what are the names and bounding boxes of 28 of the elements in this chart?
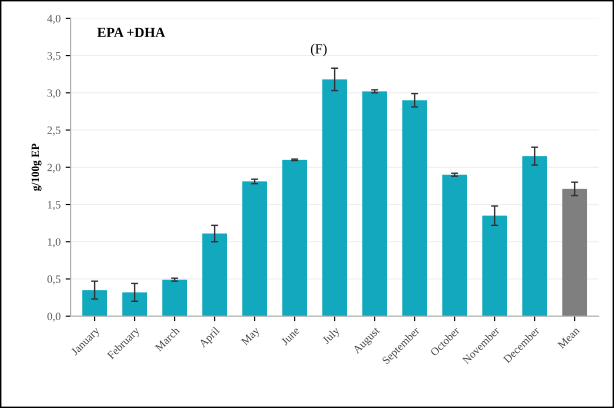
y-tick-label: 1,5: [48, 201, 60, 210]
y-tick-label: 2,5: [47, 126, 60, 136]
bar: [82, 290, 108, 316]
x-tick-label: June: [280, 326, 300, 346]
bar: [482, 216, 508, 316]
bar: [122, 292, 148, 316]
bar: [162, 280, 188, 316]
y-tick-label: 3,5: [48, 52, 60, 62]
bar: [242, 181, 268, 316]
y-tick-label: 2,0: [47, 164, 60, 173]
x-tick-label: July: [322, 326, 342, 346]
y-tick-label: 0,0: [47, 312, 60, 322]
bar: [282, 160, 308, 316]
text: EPA +DHA: [97, 28, 166, 37]
bar: [362, 91, 388, 316]
annotation: (F): [310, 44, 327, 56]
y-tick-label: 4,0: [47, 14, 60, 24]
y-tick-label: 1,0: [48, 238, 60, 248]
y-tick-label: 0,5: [47, 275, 60, 285]
bar: [522, 156, 548, 316]
bar: [202, 234, 228, 316]
bar: [562, 188, 588, 316]
x-tick-label: May: [240, 326, 262, 348]
bar: [402, 100, 428, 316]
y-axis-title: g/100g EP: [32, 144, 42, 191]
bar: [442, 174, 468, 316]
y-tick-label: 3,0: [48, 89, 60, 98]
bar: [322, 79, 348, 316]
